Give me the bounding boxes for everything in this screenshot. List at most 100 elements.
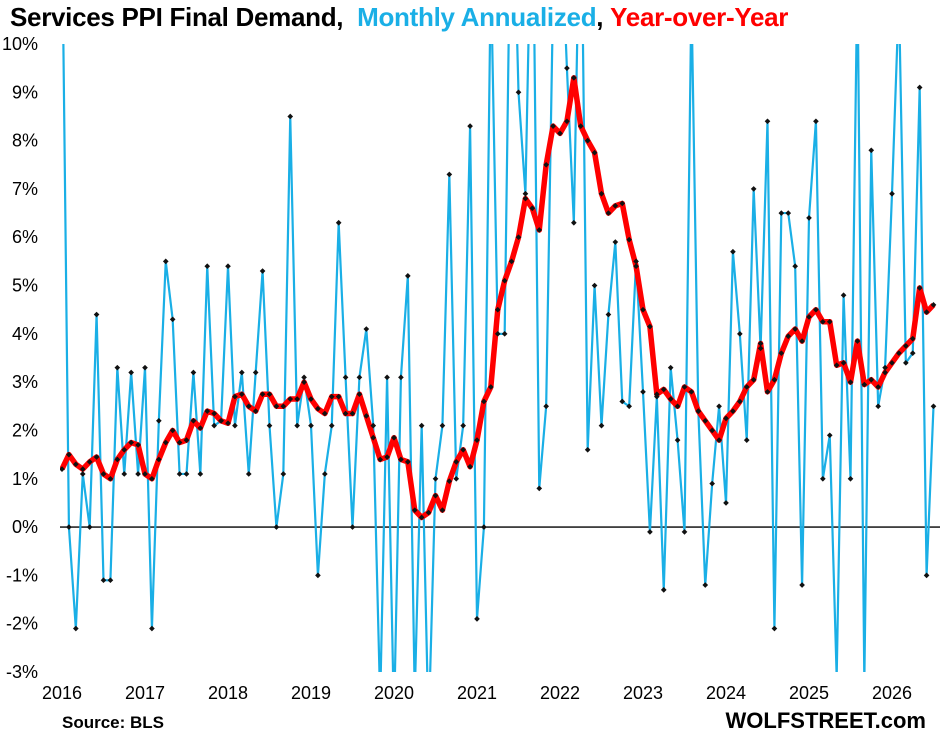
data-point-monthly <box>453 475 460 482</box>
data-point-monthly <box>183 471 190 477</box>
data-point-yoy <box>335 393 342 400</box>
x-tick-label: 2019 <box>291 683 331 703</box>
data-point-yoy <box>515 234 522 241</box>
data-point-yoy <box>356 391 363 398</box>
data-point-yoy <box>861 381 868 388</box>
data-point-monthly <box>142 364 148 371</box>
title-part-monthly: Monthly Annualized <box>357 2 597 32</box>
x-tick-label: 2024 <box>706 683 746 703</box>
data-point-yoy <box>280 403 287 410</box>
data-point-yoy <box>370 434 377 441</box>
data-point-monthly <box>100 577 107 584</box>
data-point-monthly <box>259 268 266 274</box>
data-point-yoy <box>619 200 626 207</box>
data-point-yoy <box>695 408 702 414</box>
data-point-yoy <box>792 326 798 332</box>
data-point-yoy <box>218 417 224 424</box>
data-point-monthly <box>723 500 729 506</box>
data-point-monthly <box>640 388 646 395</box>
data-point-monthly <box>356 374 363 381</box>
data-point-monthly <box>494 331 501 337</box>
data-point-yoy <box>826 318 833 325</box>
data-point-yoy <box>239 391 245 398</box>
data-point-monthly <box>501 331 508 337</box>
data-point-yoy <box>633 263 639 270</box>
data-point-monthly <box>204 263 211 270</box>
data-point-yoy <box>854 338 861 344</box>
data-point-yoy <box>398 456 404 463</box>
data-point-yoy <box>681 384 688 390</box>
data-point-yoy <box>750 376 757 383</box>
data-point-yoy <box>73 461 79 468</box>
data-point-yoy <box>667 396 674 402</box>
y-tick-label: 10% <box>2 34 38 54</box>
data-point-monthly <box>370 422 377 429</box>
data-point-monthly <box>308 422 314 429</box>
data-point-yoy <box>847 379 854 385</box>
data-point-yoy <box>66 451 72 458</box>
data-point-monthly <box>280 471 287 477</box>
data-point-monthly <box>633 258 639 265</box>
x-tick-label: 2022 <box>540 683 580 703</box>
data-point-yoy <box>93 454 100 460</box>
data-point-monthly <box>584 446 591 453</box>
data-point-yoy <box>384 454 390 460</box>
y-tick-label: 4% <box>12 324 38 344</box>
data-point-yoy <box>114 456 121 463</box>
x-tick-label: 2018 <box>208 683 248 703</box>
data-point-monthly <box>405 273 411 279</box>
y-tick-label: 9% <box>12 82 38 102</box>
data-point-monthly <box>294 422 300 429</box>
data-point-yoy <box>322 410 328 417</box>
data-point-yoy <box>654 391 660 398</box>
data-point-yoy <box>418 514 425 521</box>
data-point-monthly <box>543 403 549 410</box>
data-point-monthly <box>301 374 307 381</box>
data-point-monthly <box>418 422 425 429</box>
data-point-yoy <box>840 360 847 366</box>
data-point-yoy <box>204 408 211 414</box>
data-point-monthly <box>190 369 197 376</box>
data-point-monthly <box>619 398 626 405</box>
data-point-yoy <box>391 434 397 441</box>
data-point-monthly <box>252 369 259 376</box>
data-point-monthly <box>750 186 757 192</box>
data-point-monthly <box>460 422 466 429</box>
data-point-yoy <box>225 420 231 427</box>
data-point-yoy <box>896 350 902 356</box>
data-point-yoy <box>259 391 266 398</box>
data-point-yoy <box>121 446 128 453</box>
data-point-monthly <box>792 263 798 270</box>
data-point-monthly <box>571 219 577 226</box>
data-point-yoy <box>183 437 190 443</box>
data-point-monthly <box>225 263 231 270</box>
data-point-monthly <box>716 403 722 410</box>
data-point-monthly <box>481 524 487 530</box>
data-point-yoy <box>363 413 370 419</box>
data-point-monthly <box>862 679 868 685</box>
data-point-monthly <box>591 282 598 289</box>
data-point-yoy <box>405 459 411 465</box>
data-point-yoy <box>557 130 563 137</box>
data-point-yoy <box>294 396 300 402</box>
data-point-yoy <box>266 391 273 398</box>
data-point-yoy <box>674 403 681 410</box>
data-point-monthly <box>197 471 204 477</box>
data-point-yoy <box>252 408 259 414</box>
data-point-yoy <box>190 417 197 424</box>
brand-label: WOLFSTREET.com <box>725 708 926 733</box>
data-point-monthly <box>93 311 100 318</box>
data-point-yoy <box>494 306 501 313</box>
data-point-yoy <box>730 408 736 414</box>
x-tick-label: 2016 <box>42 683 82 703</box>
x-tick-label: 2021 <box>457 683 497 703</box>
data-point-yoy <box>446 478 453 485</box>
data-point-monthly <box>667 364 674 371</box>
data-point-monthly <box>605 311 612 318</box>
data-point-yoy <box>716 437 722 443</box>
data-point-monthly <box>882 364 888 371</box>
data-point-yoy <box>245 403 252 410</box>
title-part-services: Services PPI Final Demand, <box>10 2 344 32</box>
data-point-yoy <box>640 306 646 313</box>
data-point-yoy <box>799 338 805 344</box>
